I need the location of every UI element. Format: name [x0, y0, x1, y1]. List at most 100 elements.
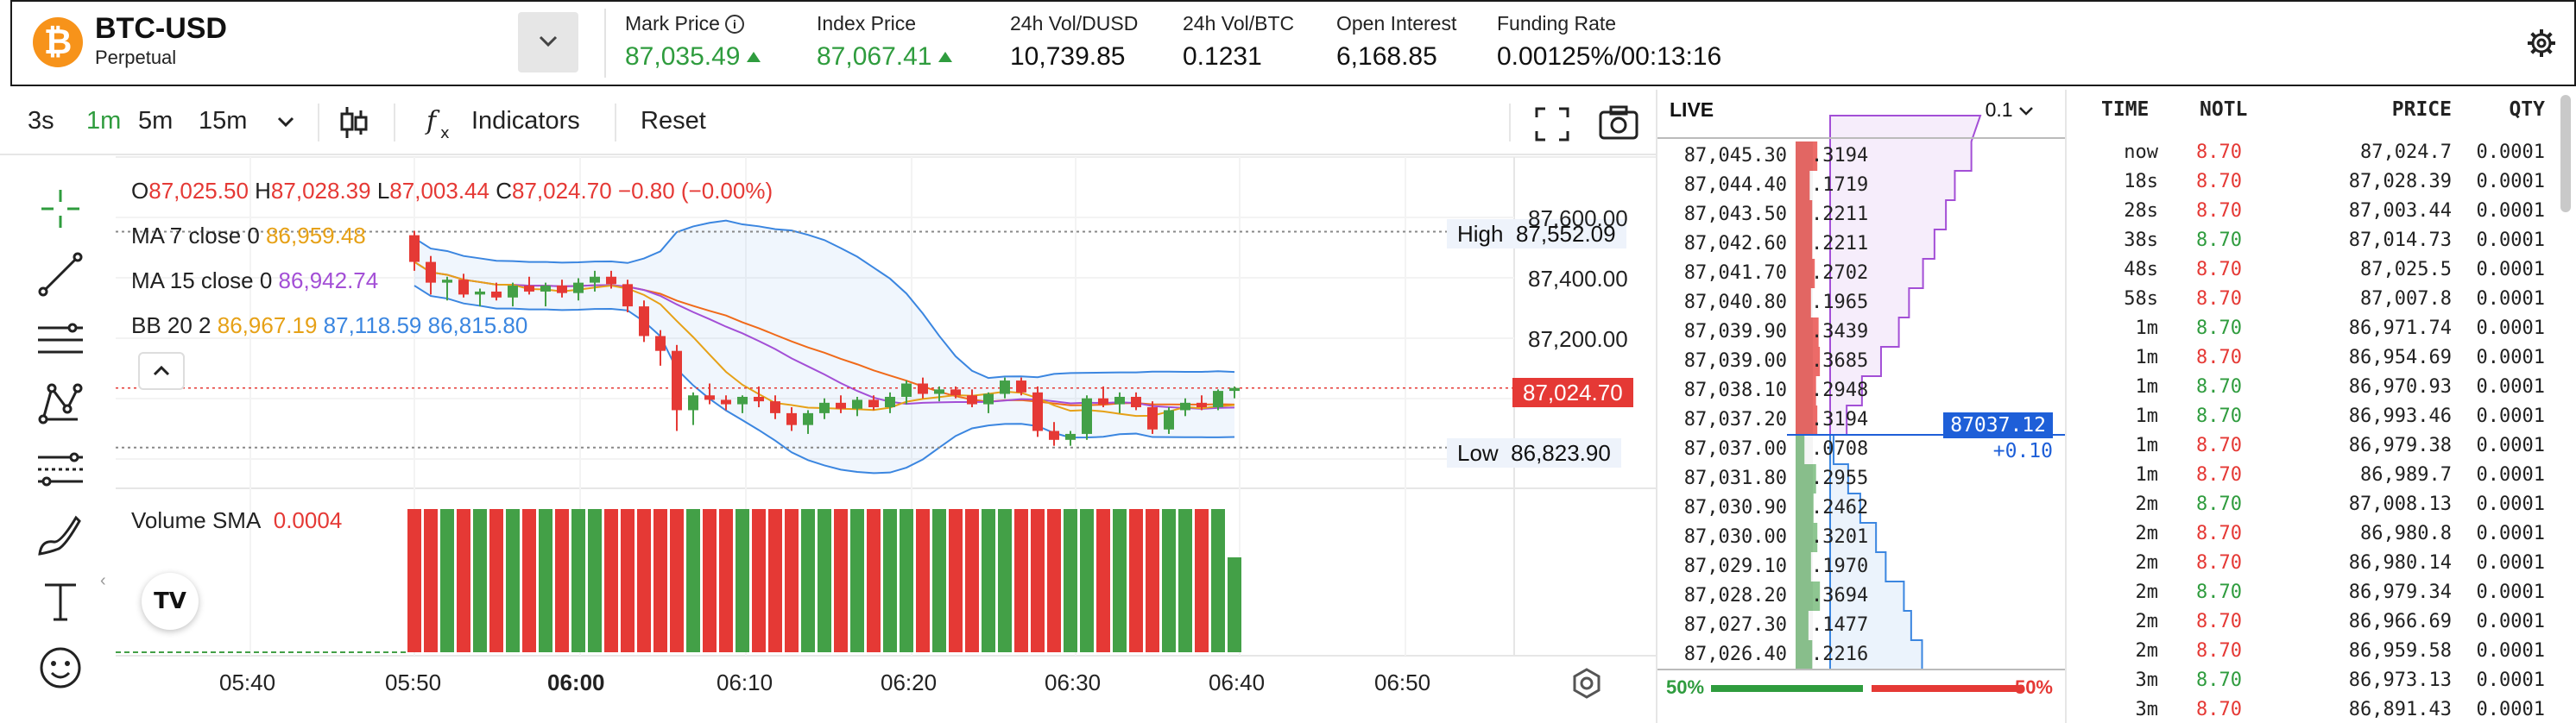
- text-tool-icon[interactable]: [35, 575, 86, 626]
- trade-row[interactable]: 1m 8.70 86,989.7 0.0001: [2067, 461, 2576, 490]
- trade-price: 87,008.13: [2348, 494, 2452, 515]
- bid-row[interactable]: 87,029.10 .1970: [1657, 552, 2067, 582]
- pattern-icon[interactable]: [35, 378, 86, 430]
- volume-legend[interactable]: Volume SMA 0.0004: [131, 507, 343, 533]
- trade-row[interactable]: now 8.70 87,024.7 0.0001: [2067, 138, 2576, 167]
- chart-settings-icon[interactable]: [1569, 666, 1604, 701]
- ask-row[interactable]: 87,039.00 .3685: [1657, 347, 2067, 376]
- trade-row[interactable]: 28s 8.70 87,003.44 0.0001: [2067, 197, 2576, 226]
- volume-bar: [457, 509, 470, 652]
- trade-row[interactable]: 2m 8.70 86,979.34 0.0001: [2067, 578, 2576, 607]
- candle-body: [934, 389, 944, 394]
- x-tick: 06:20: [881, 670, 938, 695]
- candle-body: [1065, 433, 1076, 440]
- trend-line-icon[interactable]: [35, 248, 86, 300]
- bid-row[interactable]: 87,037.00 .0708: [1657, 435, 2067, 464]
- ask-row[interactable]: 87,039.90 .3439: [1657, 317, 2067, 347]
- trade-row[interactable]: 3m 8.70 86,973.13 0.0001: [2067, 666, 2576, 695]
- trade-row[interactable]: 48s 8.70 87,025.5 0.0001: [2067, 255, 2576, 285]
- market-selector-button[interactable]: [518, 12, 578, 72]
- ask-size-bar: [1796, 200, 1813, 229]
- interval-5m[interactable]: 5m: [138, 107, 174, 135]
- function-icon[interactable]: f x: [425, 104, 459, 141]
- trades-scrollbar[interactable]: [2560, 95, 2571, 212]
- trade-row[interactable]: 2m 8.70 86,966.69 0.0001: [2067, 607, 2576, 637]
- trade-time: 1m: [2135, 347, 2159, 368]
- ask-row[interactable]: 87,038.10 .2948: [1657, 376, 2067, 406]
- volume-bar: [785, 509, 799, 652]
- fib-retracement-icon[interactable]: [35, 443, 86, 495]
- bid-row[interactable]: 87,028.20 .3694: [1657, 582, 2067, 611]
- volume-bar: [621, 509, 635, 652]
- chevron-left-icon[interactable]: ‹: [100, 571, 106, 590]
- depth-chart: [1657, 115, 2067, 670]
- trade-price: 86,989.7: [2360, 464, 2452, 486]
- bid-size-bar: [1796, 552, 1811, 582]
- reset-button[interactable]: Reset: [641, 107, 706, 135]
- trend-up-icon: [747, 52, 761, 62]
- bid-percent: 50%: [1666, 676, 1705, 698]
- ask-row[interactable]: 87,043.50 .2211: [1657, 200, 2067, 229]
- brush-icon[interactable]: [35, 509, 86, 561]
- trade-row[interactable]: 3m 8.70 86,891.43 0.0001: [2067, 695, 2576, 723]
- trade-qty: 0.0001: [2476, 611, 2545, 632]
- ask-row[interactable]: 87,041.70 .2702: [1657, 259, 2067, 288]
- trade-time: 38s: [2124, 229, 2158, 251]
- trade-row[interactable]: 2m 8.70 86,980.14 0.0001: [2067, 549, 2576, 578]
- info-icon[interactable]: i: [724, 14, 744, 34]
- horizontal-lines-icon[interactable]: [35, 314, 86, 366]
- trade-notional: 8.70: [2196, 347, 2242, 368]
- bid-row[interactable]: 87,030.90 .2462: [1657, 494, 2067, 523]
- ask-row[interactable]: 87,045.30 .3194: [1657, 141, 2067, 171]
- crosshair-icon[interactable]: [35, 183, 86, 235]
- trade-row[interactable]: 1m 8.70 86,979.38 0.0001: [2067, 431, 2576, 461]
- ask-row[interactable]: 87,044.40 .1719: [1657, 171, 2067, 200]
- stat-24h-vol-btc: 24h Vol/BTC 0.1231: [1183, 12, 1294, 72]
- candle-body: [1000, 380, 1010, 394]
- emoji-icon[interactable]: [35, 642, 86, 694]
- trade-row[interactable]: 1m 8.70 86,970.93 0.0001: [2067, 373, 2576, 402]
- bb-legend[interactable]: BB 20 2 86,967.19 87,118.59 86,815.80: [131, 312, 528, 338]
- ask-row[interactable]: 87,037.20 .3194: [1657, 406, 2067, 435]
- candle-body: [704, 395, 715, 400]
- ask-row[interactable]: 87,042.60 .2211: [1657, 229, 2067, 259]
- gear-icon[interactable]: [2526, 28, 2557, 59]
- trade-row[interactable]: 2m 8.70 86,959.58 0.0001: [2067, 637, 2576, 666]
- precision-select[interactable]: 0.1: [1986, 98, 2034, 122]
- chevron-down-icon: [2019, 107, 2033, 116]
- legend-collapse-button[interactable]: [138, 352, 185, 390]
- trade-row[interactable]: 38s 8.70 87,014.73 0.0001: [2067, 226, 2576, 255]
- trade-row[interactable]: 2m 8.70 86,980.8 0.0001: [2067, 519, 2576, 549]
- ask-size-bar: [1796, 141, 1818, 171]
- volume-bar: [473, 509, 487, 652]
- camera-icon[interactable]: [1599, 105, 1638, 140]
- fullscreen-icon[interactable]: [1535, 107, 1569, 141]
- bid-row[interactable]: 87,027.30 .1477: [1657, 611, 2067, 640]
- tradingview-logo[interactable]: TV: [142, 573, 199, 630]
- trade-row[interactable]: 18s 8.70 87,028.39 0.0001: [2067, 167, 2576, 197]
- bid-row[interactable]: 87,030.00 .3201: [1657, 523, 2067, 552]
- bid-row[interactable]: 87,031.80 .2955: [1657, 464, 2067, 494]
- book-size: .1477: [1811, 614, 1869, 636]
- trade-row[interactable]: 1m 8.70 86,993.46 0.0001: [2067, 402, 2576, 431]
- trade-row[interactable]: 2m 8.70 87,008.13 0.0001: [2067, 490, 2576, 519]
- trade-time: 1m: [2135, 406, 2159, 427]
- candle-body: [1147, 407, 1158, 430]
- interval-1m[interactable]: 1m: [86, 107, 122, 135]
- trade-row[interactable]: 58s 8.70 87,007.8 0.0001: [2067, 285, 2576, 314]
- interval-3s[interactable]: 3s: [28, 107, 54, 135]
- indicators-button[interactable]: Indicators: [471, 107, 580, 135]
- candle-body: [1196, 402, 1207, 407]
- candle-body: [475, 291, 485, 295]
- chevron-down-icon[interactable]: [276, 116, 295, 129]
- bid-row[interactable]: 87,026.40 .2216: [1657, 640, 2067, 670]
- price-chart[interactable]: [0, 0, 1656, 723]
- interval-15m[interactable]: 15m: [199, 107, 248, 135]
- trade-row[interactable]: 1m 8.70 86,971.74 0.0001: [2067, 314, 2576, 343]
- x-tick: 06:30: [1045, 670, 1102, 695]
- ma15-legend[interactable]: MA 15 close 0 86,942.74: [131, 267, 379, 293]
- ask-row[interactable]: 87,040.80 .1965: [1657, 288, 2067, 317]
- candle-type-icon[interactable]: [338, 104, 369, 141]
- trade-row[interactable]: 1m 8.70 86,954.69 0.0001: [2067, 343, 2576, 373]
- ma7-legend[interactable]: MA 7 close 0 86,959.48: [131, 223, 366, 248]
